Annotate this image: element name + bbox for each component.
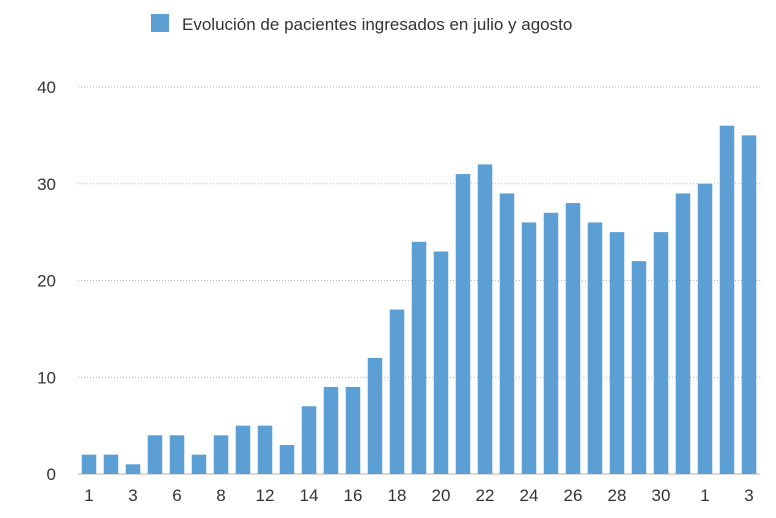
x-tick-label: 20: [432, 486, 451, 505]
bar: [411, 241, 427, 474]
x-tick-label: 22: [476, 486, 495, 505]
bar: [191, 454, 207, 474]
x-tick-label: 18: [388, 486, 407, 505]
x-tick-label: 14: [300, 486, 319, 505]
bar: [345, 386, 361, 474]
y-tick-label: 40: [37, 78, 56, 97]
bar: [521, 222, 537, 474]
x-tick-label: 3: [744, 486, 753, 505]
bar: [653, 232, 669, 474]
bar: [279, 444, 295, 474]
bar: [235, 425, 251, 474]
bar: [103, 454, 119, 474]
bar: [543, 212, 559, 474]
y-tick-label: 30: [37, 175, 56, 194]
bar: [301, 406, 317, 474]
y-axis: 0 10 20 30 40: [37, 78, 56, 484]
bar: [675, 193, 691, 475]
bar: [389, 309, 405, 474]
bar: [477, 164, 493, 474]
x-tick-label: 28: [608, 486, 627, 505]
x-tick-label: 8: [216, 486, 225, 505]
x-tick-label: 16: [344, 486, 363, 505]
x-tick-label: 24: [520, 486, 539, 505]
legend: Evolución de pacientes ingresados en jul…: [151, 14, 572, 34]
legend-label: Evolución de pacientes ingresados en jul…: [182, 15, 572, 34]
bar: [125, 464, 141, 474]
legend-swatch: [151, 14, 169, 32]
x-tick-label: 6: [172, 486, 181, 505]
x-axis: 1 3 6 8 12 14 16 18 20 22 24 26 28 30 1 3: [84, 486, 753, 505]
bar: [741, 135, 757, 474]
x-tick-label: 30: [652, 486, 671, 505]
y-tick-label: 10: [37, 368, 56, 387]
x-tick-label: 3: [128, 486, 137, 505]
bar: [499, 193, 515, 475]
bar: [565, 203, 581, 474]
bars: [81, 125, 757, 475]
bar: [697, 183, 713, 474]
bar: [147, 435, 163, 474]
bar: [631, 261, 647, 474]
x-tick-label: 1: [700, 486, 709, 505]
bar: [587, 222, 603, 474]
x-tick-label: 12: [256, 486, 275, 505]
bar: [367, 357, 383, 474]
y-tick-label: 20: [37, 272, 56, 291]
y-tick-label: 0: [47, 465, 56, 484]
bar: [455, 174, 471, 474]
bar: [81, 454, 97, 474]
bar: [323, 386, 339, 474]
bar: [213, 435, 229, 474]
bar: [433, 251, 449, 474]
bar: [719, 125, 735, 474]
x-tick-label: 1: [84, 486, 93, 505]
bar: [609, 232, 625, 474]
bar: [257, 425, 273, 474]
bar: [169, 435, 185, 474]
x-tick-label: 26: [564, 486, 583, 505]
